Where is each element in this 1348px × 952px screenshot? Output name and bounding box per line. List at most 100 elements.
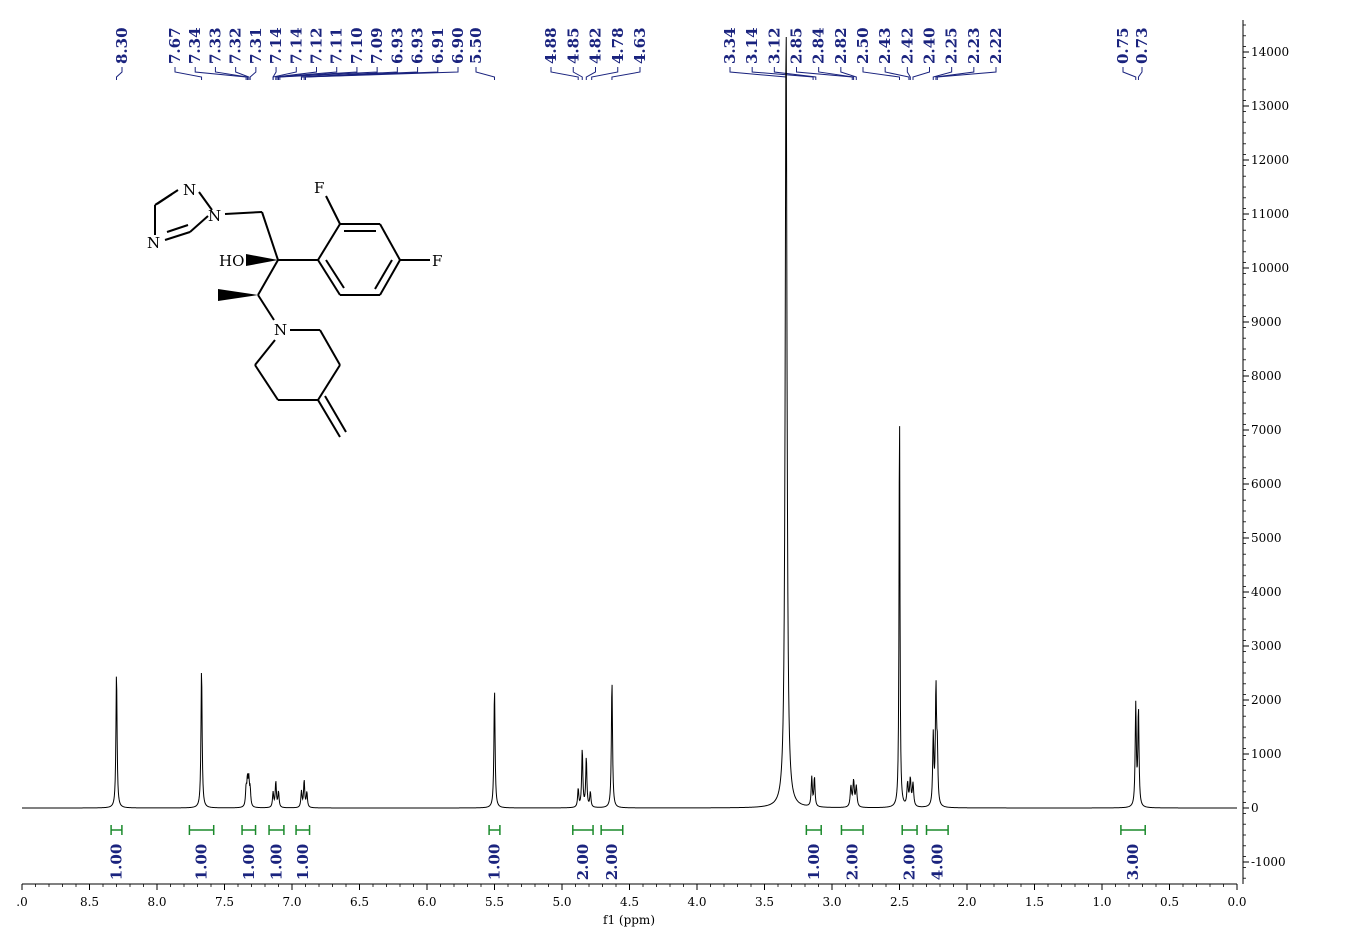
structure-bond — [324, 395, 347, 433]
peak-label-leader — [572, 67, 583, 80]
y-tick-label: 6000 — [1251, 477, 1282, 491]
peak-label-leader — [116, 67, 123, 80]
peak-label-leader — [235, 67, 250, 80]
peak-label: 7.32 — [227, 27, 245, 64]
x-tick-label: 3.0 — [822, 895, 841, 909]
structure-bond — [254, 364, 279, 401]
molecular-structure: N N N F F HO N — [147, 179, 442, 438]
x-tick-label: 5.0 — [552, 895, 571, 909]
peak-label-leader — [932, 67, 953, 80]
x-tick-label: 8.0 — [147, 895, 166, 909]
y-axis: 1400013000120001100010000900080007000600… — [1242, 20, 1289, 884]
x-tick-label: 0.0 — [1227, 895, 1246, 909]
integral-label: 3.00 — [1124, 844, 1142, 881]
x-tick-label: 2.5 — [890, 895, 909, 909]
structure-atom-label: N — [147, 234, 160, 252]
integral-label: 1.00 — [486, 844, 504, 881]
peak-label: 6.93 — [409, 27, 427, 64]
structure-atom-label: F — [314, 179, 324, 197]
x-tick-label: 6.0 — [417, 895, 436, 909]
y-tick-label: 7000 — [1251, 423, 1282, 437]
x-tick-label: 1.0 — [1092, 895, 1111, 909]
structure-bond — [319, 329, 341, 366]
structure-bond — [257, 294, 275, 321]
x-tick-label: 8.5 — [80, 895, 99, 909]
peak-label-leader — [279, 67, 378, 80]
y-tick-label: 13000 — [1251, 99, 1289, 113]
peak-label-leader — [796, 67, 853, 80]
x-tick-label: 0.5 — [1160, 895, 1179, 909]
peak-label: 6.91 — [429, 27, 447, 64]
peak-label: 7.33 — [206, 27, 224, 64]
peak-label: 7.14 — [267, 27, 285, 64]
y-tick-label: 2000 — [1251, 693, 1282, 707]
peak-label: 4.82 — [587, 27, 605, 64]
peak-label: 2.40 — [921, 27, 939, 64]
peak-label-leader — [585, 67, 596, 80]
structure-atom-label: N — [208, 207, 221, 225]
peak-label: 2.22 — [987, 27, 1005, 64]
structure-atom-label: HO — [219, 252, 244, 270]
structure-bond — [317, 399, 341, 438]
peak-label-leader — [884, 67, 910, 80]
y-tick-label: 4000 — [1251, 585, 1282, 599]
peak-label-leader — [305, 67, 459, 80]
peak-label-leader — [818, 67, 855, 80]
structure-wedge-bond — [246, 254, 278, 266]
peak-label: 2.23 — [965, 27, 983, 64]
peak-label-leader — [550, 67, 579, 80]
peak-labels: 8.30 7.67 7.34 7.33 7.32 7.31 7.14 7.14 7.12 7.11… — [113, 27, 1151, 80]
structure-bond — [198, 191, 213, 211]
structure-bond — [164, 231, 191, 241]
peak-label: 8.30 — [113, 27, 131, 64]
y-tick-label: 14000 — [1251, 45, 1289, 59]
structure-bond — [325, 259, 345, 289]
peak-label-leader — [1137, 67, 1143, 80]
structure-bond — [166, 224, 189, 233]
integral-label: 2.00 — [843, 844, 861, 881]
x-axis-title: f1 (ppm) — [603, 913, 655, 927]
peak-label: 2.50 — [854, 27, 872, 64]
integral-label: 2.00 — [574, 844, 592, 881]
x-tick-label: 7.5 — [215, 895, 234, 909]
peak-label: 0.75 — [1114, 27, 1132, 64]
peak-label: 2.43 — [876, 27, 894, 64]
x-tick-label: .0 — [16, 895, 27, 909]
y-tick-label: 0 — [1251, 801, 1259, 815]
peak-label: 2.82 — [832, 27, 850, 64]
structure-bond — [374, 259, 393, 290]
peak-label: 7.12 — [308, 27, 326, 64]
peak-label: 3.12 — [765, 27, 783, 64]
structure-bond — [325, 195, 341, 225]
peak-label-leader — [194, 67, 247, 80]
x-tick-label: 2.0 — [957, 895, 976, 909]
integral-label: 1.00 — [193, 844, 211, 881]
peak-label: 7.09 — [368, 27, 386, 64]
peak-label-leader — [611, 67, 641, 80]
peak-label: 7.10 — [348, 27, 366, 64]
structure-bond — [254, 339, 276, 366]
x-tick-label: 5.5 — [485, 895, 504, 909]
y-tick-label: 11000 — [1251, 207, 1289, 221]
integral-label: 1.00 — [805, 844, 823, 881]
structure-bond — [224, 211, 263, 215]
integral-label: 1.00 — [240, 844, 258, 881]
peak-label: 7.14 — [287, 27, 305, 64]
y-tick-label: 9000 — [1251, 315, 1282, 329]
peak-label-leader — [935, 67, 975, 80]
peak-label-leader — [275, 67, 317, 80]
structure-bond — [379, 223, 401, 261]
peak-label-leader — [751, 67, 814, 80]
structure-atom-label: F — [432, 252, 442, 270]
peak-label: 5.50 — [467, 27, 485, 64]
peak-label: 2.25 — [943, 27, 961, 64]
structure-bond — [317, 259, 341, 296]
peak-label-leader — [249, 67, 257, 80]
structure-wedge-bond — [218, 289, 258, 301]
peak-label-leader — [862, 67, 900, 80]
peak-label-leader — [591, 67, 619, 80]
peak-label-leader — [272, 67, 297, 80]
structure-bond — [317, 223, 341, 261]
peak-label: 7.11 — [328, 27, 346, 64]
integral-label: 1.00 — [294, 844, 312, 881]
